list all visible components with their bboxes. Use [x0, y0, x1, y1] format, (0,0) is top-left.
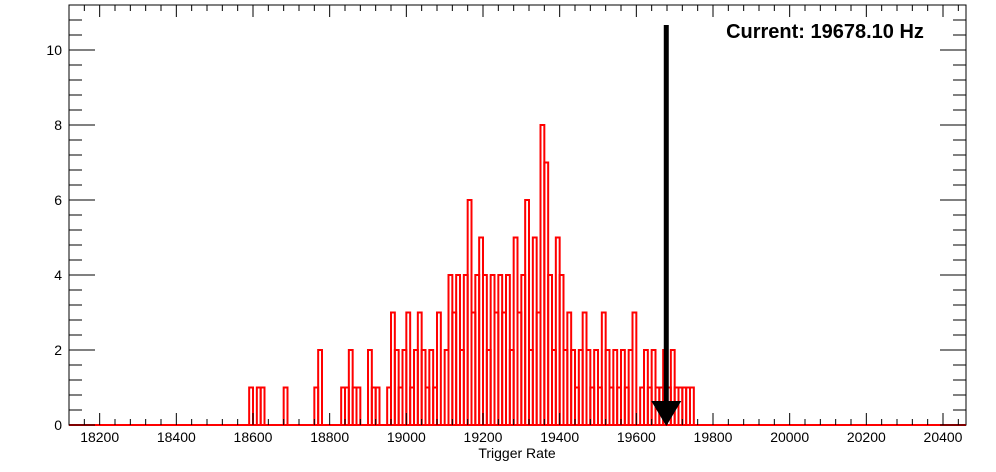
x-axis-tick-labels: 18200 18400 18600 18800 19000 19200 19400 19600…	[80, 429, 962, 445]
y-axis-tick-labels: 0 2 4 6 8 10	[46, 42, 62, 433]
histogram-bar	[631, 311, 638, 425]
x-tick-label: 19400	[540, 429, 579, 445]
histogram-bar	[524, 199, 530, 425]
histogram-bar	[248, 386, 254, 425]
histogram-bar	[405, 311, 412, 425]
y-tick-label: 6	[54, 192, 62, 208]
x-tick-label: 18600	[234, 429, 273, 445]
histogram-bar	[689, 386, 695, 425]
y-tick-label: 10	[46, 42, 62, 58]
histogram-bars	[69, 124, 966, 426]
x-tick-label: 20400	[924, 429, 963, 445]
x-tick-label: 18800	[310, 429, 349, 445]
x-tick-label: 20000	[770, 429, 809, 445]
histogram-bar	[374, 386, 381, 425]
y-axis-ticks	[69, 4, 966, 426]
x-tick-label: 19200	[464, 429, 503, 445]
marker-arrow-head	[651, 401, 682, 426]
x-tick-label: 19800	[694, 429, 733, 445]
x-tick-label: 18200	[80, 429, 119, 445]
histogram-bar	[355, 386, 362, 425]
x-tick-label: 18400	[157, 429, 196, 445]
histogram-bar	[282, 386, 289, 425]
x-tick-label: 19000	[387, 429, 426, 445]
x-axis-ticks	[68, 5, 959, 425]
histogram-bar	[317, 349, 323, 425]
y-tick-label: 8	[54, 117, 62, 133]
x-tick-label: 19600	[617, 429, 656, 445]
histogram-bar	[259, 386, 266, 425]
x-tick-label: 20200	[847, 429, 886, 445]
current-rate-marker	[651, 25, 682, 426]
histogram-bar	[436, 311, 442, 425]
y-tick-label: 2	[54, 342, 62, 358]
x-axis-title: Trigger Rate	[478, 445, 556, 461]
y-tick-label: 4	[54, 267, 62, 283]
y-tick-label: 0	[54, 417, 62, 433]
current-rate-label: Current: 19678.10 Hz	[726, 21, 924, 43]
